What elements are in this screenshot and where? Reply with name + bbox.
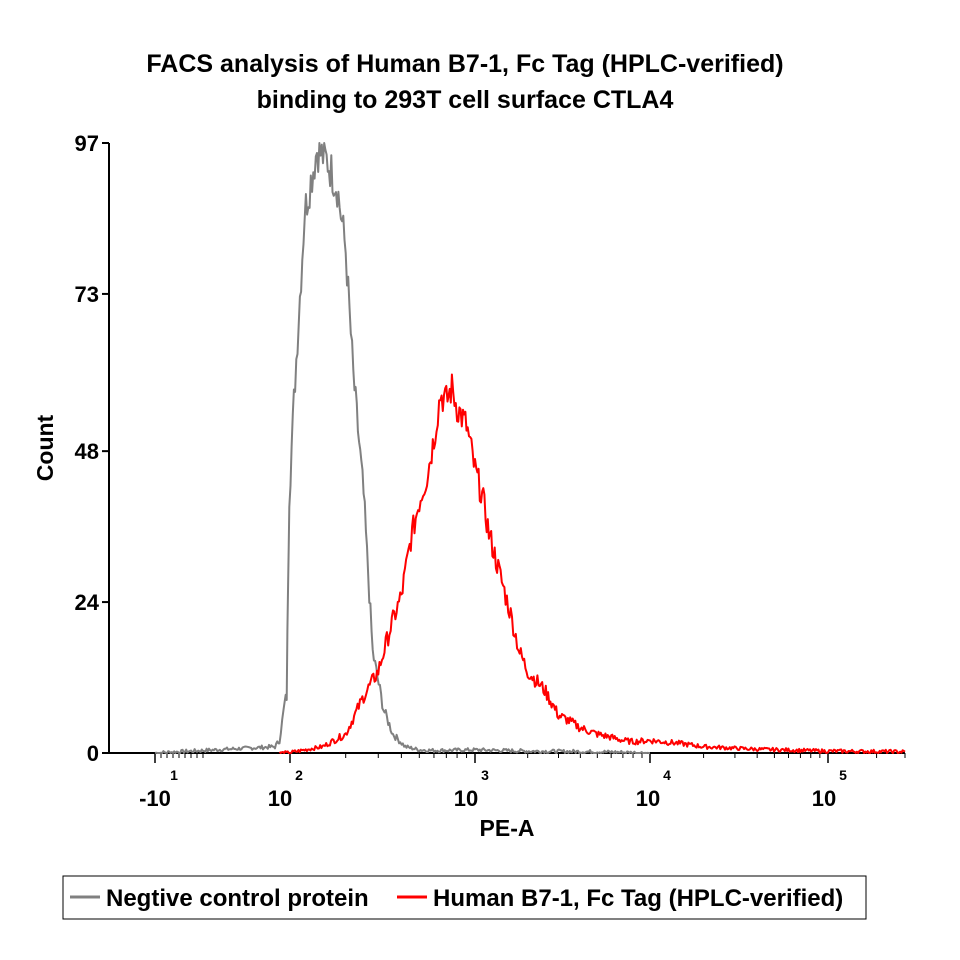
y-tick-label: 24 [75, 590, 100, 615]
x-tick-label-base: 10 [454, 786, 478, 811]
x-tick-label-base: 10 [268, 786, 292, 811]
y-tick-label: 97 [75, 131, 99, 156]
legend-box [62, 875, 867, 920]
x-axis-title: PE-A [480, 815, 535, 841]
y-ticks: 0 24 48 73 97 [75, 131, 109, 766]
legend-label-negative-control: Negtive control protein [106, 885, 369, 912]
x-tick-label: 103 [454, 767, 489, 811]
y-tick-label: 0 [87, 741, 99, 766]
x-tick-label-exponent: 2 [295, 767, 303, 783]
x-tick-label-exponent: 4 [663, 767, 671, 783]
series-line-negative-control [154, 142, 650, 754]
y-tick-label: 48 [75, 439, 99, 464]
x-tick-label: -101 [139, 767, 178, 811]
x-tick-label-base: 10 [636, 786, 660, 811]
x-tick-label-exponent: 1 [170, 767, 178, 783]
legend-label-human-b7-1: Human B7-1, Fc Tag (HPLC-verified) [433, 885, 843, 912]
x-tick-label: 105 [812, 767, 847, 811]
x-tick-label-exponent: 3 [481, 767, 489, 783]
series-lines [154, 142, 906, 754]
chart-title-line-2: binding to 293T cell surface CTLA4 [257, 86, 674, 114]
y-axis-title: Count [32, 414, 58, 481]
x-tick-label-base: 10 [812, 786, 836, 811]
chart-title-line-1: FACS analysis of Human B7-1, Fc Tag (HPL… [146, 50, 783, 78]
series-line-human-b7-1 [278, 373, 906, 754]
x-tick-label: 104 [636, 767, 671, 811]
x-tick-label: 102 [268, 767, 303, 811]
legend: Negtive control protein Human B7-1, Fc T… [62, 875, 867, 920]
y-tick-label: 73 [75, 282, 99, 307]
x-tick-label-exponent: 5 [839, 767, 847, 783]
x-tick-label-base: -10 [139, 786, 171, 811]
